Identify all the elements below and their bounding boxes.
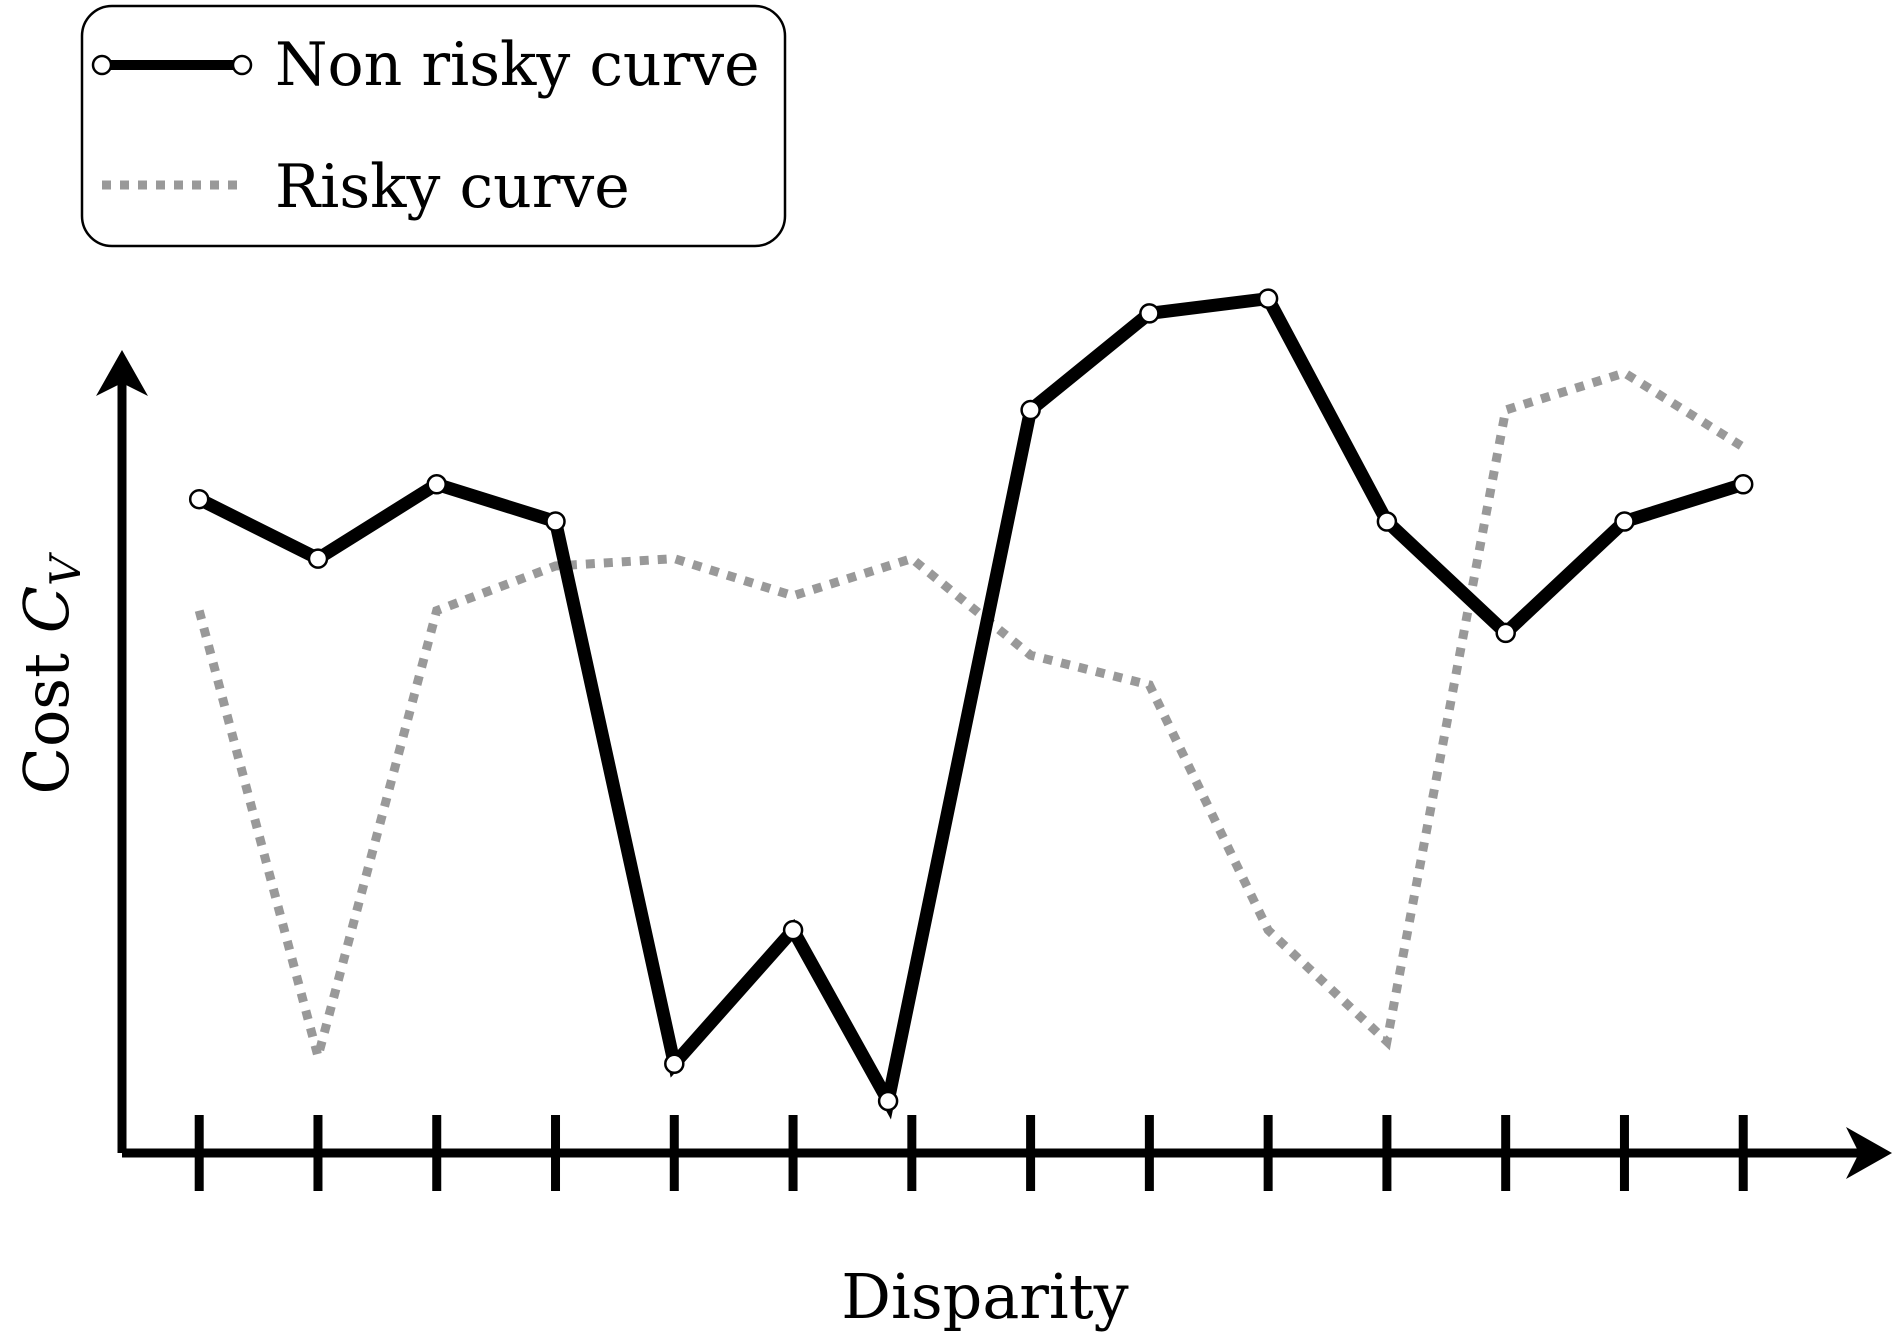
markers-layer (188, 288, 1754, 1112)
legend: Non risky curve Risky curve (80, 4, 787, 248)
data-point-non-risky-1 (188, 488, 210, 510)
legend-marker (231, 54, 253, 76)
data-point-non-risky-4 (545, 511, 566, 532)
legend-label-risky: Risky curve (275, 152, 630, 222)
data-point-non-risky-6 (782, 919, 804, 941)
y-axis-label: Cost CV (10, 552, 90, 795)
series-layer (194, 291, 1746, 1120)
x-axis-label: Disparity (841, 1260, 1128, 1333)
y-axis-label-symbol: C (10, 586, 83, 633)
y-axis-arrow (96, 350, 148, 396)
x-ticks (194, 1115, 1748, 1191)
x-axis-arrow (1846, 1127, 1892, 1179)
legend-label-non-risky: Non risky curve (275, 30, 760, 100)
data-point-non-risky-8 (1020, 399, 1041, 421)
series-line-risky (194, 367, 1746, 1074)
legend-box (80, 4, 787, 248)
data-point-non-risky-2 (307, 548, 329, 569)
data-point-non-risky-7 (877, 1090, 899, 1112)
y-axis-label-subscript: V (41, 552, 90, 586)
data-point-non-risky-10 (1257, 288, 1279, 309)
data-point-non-risky-13 (1614, 511, 1635, 532)
axes (96, 350, 1892, 1191)
data-point-non-risky-14 (1732, 474, 1754, 495)
data-point-non-risky-12 (1495, 622, 1516, 644)
series-line-non-risky (196, 291, 1746, 1120)
data-point-non-risky-5 (664, 1053, 685, 1075)
data-point-non-risky-9 (1139, 303, 1160, 324)
data-point-non-risky-11 (1376, 511, 1398, 532)
data-point-non-risky-3 (426, 474, 447, 495)
y-axis-label-word: Cost (10, 653, 83, 795)
legend-marker (91, 54, 113, 76)
